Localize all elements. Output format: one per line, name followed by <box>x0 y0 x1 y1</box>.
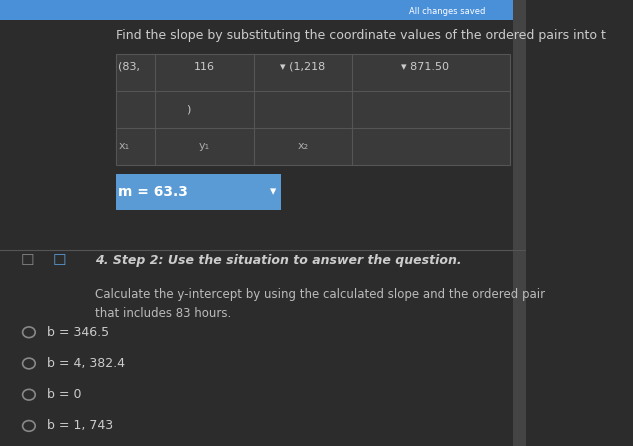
Text: ▾ (1,218: ▾ (1,218 <box>280 62 325 71</box>
Text: All changes saved: All changes saved <box>409 7 485 16</box>
Text: Calculate the y-intercept by using the calculated slope and the ordered pair
tha: Calculate the y-intercept by using the c… <box>95 288 545 320</box>
Text: 4. Step 2: Use the situation to answer the question.: 4. Step 2: Use the situation to answer t… <box>95 254 461 268</box>
Text: b = 4, 382.4: b = 4, 382.4 <box>47 357 125 370</box>
Text: y₁: y₁ <box>199 141 210 152</box>
Text: ☐: ☐ <box>53 253 66 268</box>
FancyBboxPatch shape <box>0 0 526 20</box>
FancyBboxPatch shape <box>513 0 526 446</box>
Text: (83,: (83, <box>118 62 141 71</box>
FancyBboxPatch shape <box>116 54 510 165</box>
Text: Find the slope by substituting the coordinate values of the ordered pairs into t: Find the slope by substituting the coord… <box>116 29 606 42</box>
Text: ☐: ☐ <box>21 253 35 268</box>
Text: b = 346.5: b = 346.5 <box>47 326 110 339</box>
Text: b = 1, 743: b = 1, 743 <box>47 419 113 433</box>
Text: b = 0: b = 0 <box>47 388 82 401</box>
Text: ▾ 871.50: ▾ 871.50 <box>401 62 449 71</box>
Text: x₂: x₂ <box>298 141 308 152</box>
Text: 116: 116 <box>194 62 215 71</box>
Text: ): ) <box>187 104 191 114</box>
Text: ▾: ▾ <box>270 185 276 198</box>
Text: x₁: x₁ <box>118 141 129 152</box>
FancyBboxPatch shape <box>116 174 281 210</box>
Text: m = 63.3: m = 63.3 <box>118 185 188 199</box>
